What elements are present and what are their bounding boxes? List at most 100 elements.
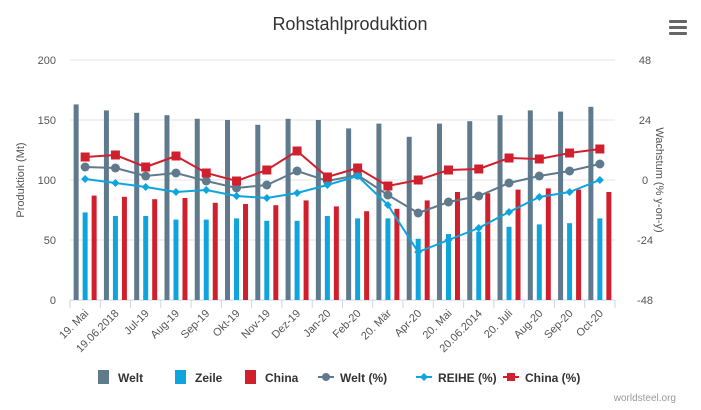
legend-item[interactable]: China (%): [525, 371, 580, 385]
bar-welt[interactable]: [164, 115, 170, 300]
point-marker[interactable]: [383, 181, 393, 191]
point-marker[interactable]: [80, 152, 90, 162]
bar-zeile[interactable]: [294, 220, 300, 300]
bar-china[interactable]: [485, 193, 491, 300]
bar-welt[interactable]: [194, 118, 200, 300]
point-marker[interactable]: [565, 166, 575, 176]
bar-welt[interactable]: [436, 123, 442, 300]
point-marker[interactable]: [110, 150, 120, 160]
bar-china[interactable]: [121, 196, 127, 300]
bar-zeile[interactable]: [476, 231, 482, 300]
legend-item[interactable]: China: [265, 371, 299, 385]
point-marker[interactable]: [534, 171, 544, 181]
bar-zeile[interactable]: [567, 223, 573, 300]
point-marker[interactable]: [141, 162, 151, 172]
bar-welt[interactable]: [527, 110, 533, 301]
point-marker[interactable]: [141, 171, 151, 181]
point-marker[interactable]: [443, 197, 453, 207]
bar-china[interactable]: [273, 205, 279, 300]
bar-zeile[interactable]: [82, 212, 88, 300]
point-marker[interactable]: [413, 208, 423, 218]
bar-zeile[interactable]: [234, 218, 240, 300]
point-marker[interactable]: [413, 175, 423, 185]
bar-zeile[interactable]: [112, 216, 118, 300]
bar-china[interactable]: [212, 202, 218, 300]
bar-zeile[interactable]: [415, 238, 421, 300]
bar-zeile[interactable]: [355, 218, 361, 300]
point-marker[interactable]: [383, 190, 393, 200]
bar-welt[interactable]: [73, 104, 79, 301]
point-marker[interactable]: [353, 172, 362, 180]
bar-welt[interactable]: [376, 123, 382, 300]
point-marker[interactable]: [474, 191, 484, 201]
bar-zeile[interactable]: [536, 224, 542, 300]
bar-zeile[interactable]: [597, 218, 603, 300]
bar-zeile[interactable]: [173, 219, 179, 300]
bar-zeile[interactable]: [445, 234, 451, 300]
bar-china[interactable]: [576, 189, 582, 300]
point-marker[interactable]: [565, 148, 575, 158]
bar-welt[interactable]: [315, 120, 321, 300]
point-marker[interactable]: [262, 165, 272, 175]
bar-welt[interactable]: [255, 124, 261, 300]
point-marker[interactable]: [535, 193, 544, 201]
bar-china[interactable]: [333, 206, 339, 300]
bar-china[interactable]: [454, 192, 460, 300]
point-marker[interactable]: [505, 208, 514, 216]
point-marker[interactable]: [353, 163, 363, 173]
point-marker[interactable]: [565, 188, 574, 196]
credit-link[interactable]: worldsteel.org: [613, 393, 676, 404]
point-marker[interactable]: [474, 224, 483, 232]
point-marker[interactable]: [232, 183, 242, 193]
point-marker[interactable]: [323, 181, 332, 189]
bar-welt[interactable]: [103, 110, 109, 301]
point-marker[interactable]: [595, 159, 605, 169]
point-marker[interactable]: [110, 163, 120, 173]
bar-welt[interactable]: [346, 128, 352, 300]
point-marker[interactable]: [232, 192, 241, 200]
bar-welt[interactable]: [285, 118, 291, 300]
hamburger-menu-icon[interactable]: [669, 20, 687, 38]
point-marker[interactable]: [504, 178, 514, 188]
legend-item[interactable]: Welt (%): [340, 371, 387, 385]
bar-welt[interactable]: [406, 136, 412, 300]
point-marker[interactable]: [293, 189, 302, 197]
point-marker[interactable]: [81, 175, 90, 183]
point-marker[interactable]: [80, 162, 90, 172]
bar-china[interactable]: [545, 188, 551, 300]
bar-china[interactable]: [243, 204, 249, 300]
point-marker[interactable]: [171, 168, 181, 178]
point-marker[interactable]: [443, 165, 453, 175]
bar-welt[interactable]: [497, 115, 503, 300]
bar-china[interactable]: [91, 195, 97, 300]
bar-welt[interactable]: [225, 120, 231, 300]
point-marker[interactable]: [111, 179, 120, 187]
bar-zeile[interactable]: [385, 218, 391, 300]
bar-china[interactable]: [394, 208, 400, 300]
bar-china[interactable]: [303, 200, 309, 300]
point-marker[interactable]: [262, 180, 272, 190]
point-marker[interactable]: [201, 176, 211, 186]
legend-item[interactable]: Zeile: [195, 371, 223, 385]
point-marker[interactable]: [414, 248, 423, 256]
bar-zeile[interactable]: [143, 216, 149, 300]
bar-china[interactable]: [515, 189, 521, 300]
legend-item[interactable]: Welt: [118, 371, 143, 385]
bar-zeile[interactable]: [324, 216, 330, 300]
bar-welt[interactable]: [134, 112, 140, 300]
point-marker[interactable]: [262, 194, 271, 202]
point-marker[interactable]: [202, 186, 211, 194]
point-marker[interactable]: [171, 151, 181, 161]
legend-item[interactable]: REIHE (%): [438, 371, 497, 385]
point-marker[interactable]: [201, 168, 211, 178]
point-marker[interactable]: [444, 236, 453, 244]
bar-welt[interactable]: [558, 111, 564, 300]
bar-china[interactable]: [606, 192, 612, 300]
point-marker[interactable]: [232, 176, 242, 186]
bar-zeile[interactable]: [203, 219, 209, 300]
point-marker[interactable]: [141, 183, 150, 191]
bar-china[interactable]: [182, 198, 188, 300]
point-marker[interactable]: [171, 188, 180, 196]
point-marker[interactable]: [595, 144, 605, 154]
point-marker[interactable]: [595, 176, 604, 184]
